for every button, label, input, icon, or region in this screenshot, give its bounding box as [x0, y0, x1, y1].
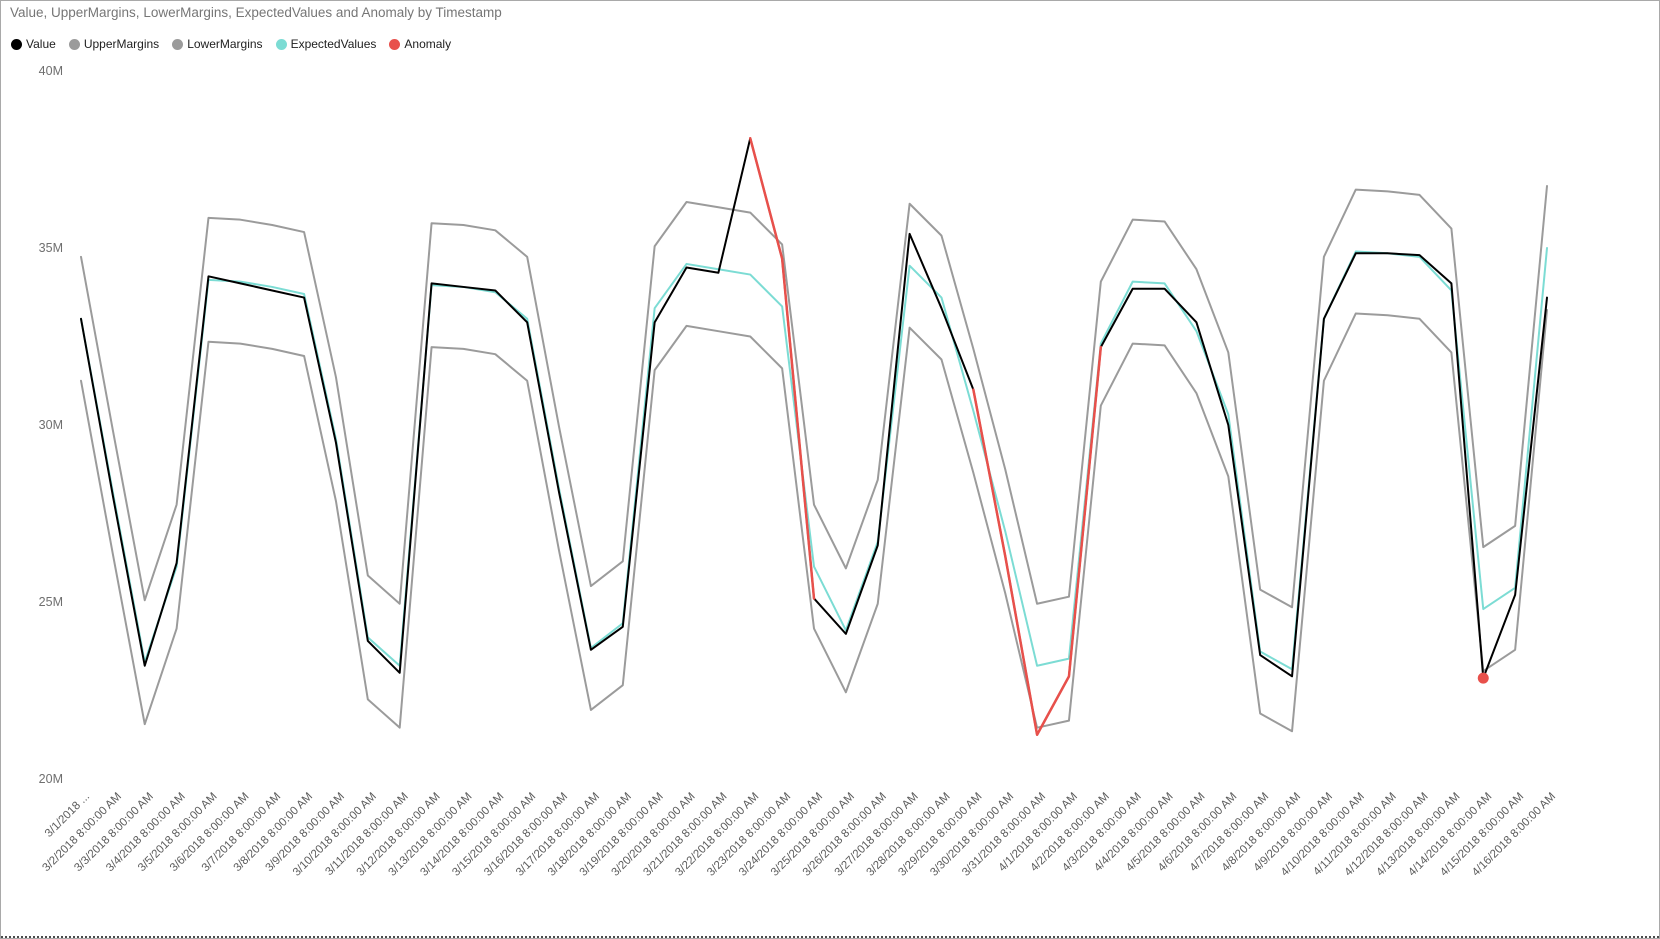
legend-item-lowermargins[interactable]: LowerMargins [172, 37, 263, 51]
value-legend-dot-icon [11, 38, 22, 50]
legend-item-expectedvalues[interactable]: ExpectedValues [275, 37, 377, 51]
anomaly-segment[interactable] [972, 345, 1103, 736]
value-line[interactable] [80, 137, 1548, 736]
chart-legend: Value UpperMargins LowerMargins Expected… [11, 37, 451, 51]
legend-item-anomaly[interactable]: Anomaly [389, 37, 451, 51]
y-axis-label: 35M [39, 241, 63, 255]
y-axis-label: 30M [39, 418, 63, 432]
y-axis-label: 20M [39, 772, 63, 786]
uppermargins-line[interactable] [80, 185, 1548, 609]
chart-title: Value, UpperMargins, LowerMargins, Expec… [10, 5, 502, 20]
legend-label: ExpectedValues [290, 37, 377, 51]
legend-label: LowerMargins [187, 37, 263, 51]
y-axis-label: 25M [39, 595, 63, 609]
legend-label: Value [26, 37, 56, 51]
y-axis-label: 40M [39, 64, 63, 78]
legend-label: Anomaly [404, 37, 452, 51]
expectedvalues-legend-dot-icon [275, 38, 287, 50]
legend-item-value[interactable]: Value [11, 37, 56, 51]
legend-item-uppermargins[interactable]: UpperMargins [68, 37, 160, 51]
anomaly-legend-dot-icon [389, 38, 401, 50]
lowermargins-legend-dot-icon [172, 38, 184, 50]
bottom-dotted-divider [1, 936, 1659, 938]
uppermargins-legend-dot-icon [68, 38, 80, 50]
anomaly-segment[interactable] [749, 137, 816, 600]
legend-label: UpperMargins [83, 37, 160, 51]
lowermargins-line[interactable] [80, 308, 1548, 733]
anomaly-point[interactable] [1477, 672, 1489, 684]
